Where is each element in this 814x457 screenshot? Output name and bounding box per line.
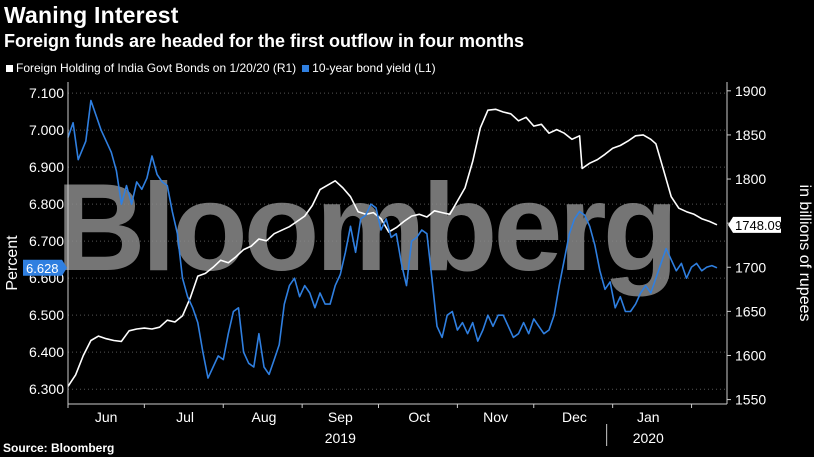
month-label: Jan [637, 409, 660, 425]
bloomberg-watermark: Bloomberg [56, 159, 674, 297]
right-tick-label: 1650 [735, 303, 766, 319]
month-label: Jul [176, 409, 194, 425]
holdings-callout-value: 1748.09 [735, 218, 782, 233]
last-value-callouts: 1748.09 6.628 [23, 216, 782, 276]
right-tick-label: 1600 [735, 347, 766, 363]
yield-line [67, 99, 718, 379]
month-label: Aug [252, 409, 277, 425]
month-label: Jun [95, 409, 118, 425]
left-tick-label: 6.300 [29, 381, 64, 397]
right-tick-label: 1700 [735, 259, 766, 275]
left-tick-label: 7.100 [29, 85, 64, 101]
right-axis-title: in billions of rupees [796, 185, 813, 322]
source-note: Source: Bloomberg [3, 441, 115, 455]
month-label: Sep [328, 409, 353, 425]
right-tick-label: 1800 [735, 171, 766, 187]
legend-item-holdings: Foreign Holding of India Govt Bonds on 1… [6, 61, 296, 75]
right-tick-label: 1900 [735, 83, 766, 99]
legend-swatch-holdings [6, 64, 13, 72]
left-tick-label: 6.500 [29, 307, 64, 323]
legend-label-holdings: Foreign Holding of India Govt Bonds on 1… [16, 61, 297, 75]
holdings-line [67, 108, 718, 387]
legend-swatch-yield [302, 64, 310, 72]
chart-title: Waning Interest [4, 2, 179, 28]
legend-item-yield: 10-year bond yield (L1) [302, 61, 436, 75]
month-label: Nov [483, 409, 508, 425]
right-tick-label: 1550 [735, 392, 766, 408]
month-label: Dec [562, 409, 587, 425]
holdings-last-value-callout: 1748.09 [728, 216, 782, 233]
series-lines [67, 99, 718, 387]
chart-subtitle: Foreign funds are headed for the first o… [4, 31, 524, 51]
left-tick-label: 6.400 [29, 344, 64, 360]
year-label: 2020 [633, 430, 664, 446]
left-axis-title: Percent [4, 235, 21, 291]
left-tick-label: 6.900 [29, 159, 64, 175]
holdings-callout-box [728, 216, 781, 233]
left-tick-label: 6.800 [29, 196, 64, 212]
yield-last-value-callout: 6.628 [23, 259, 67, 276]
right-tick-label: 1850 [735, 127, 766, 143]
year-label: 2019 [325, 430, 356, 446]
yield-callout-value: 6.628 [26, 261, 59, 276]
yield-callout-box [23, 259, 67, 276]
axes: 7.1007.0006.9006.8006.7006.6006.5006.400… [4, 82, 813, 446]
month-label: Oct [408, 409, 430, 425]
left-tick-label: 7.000 [29, 122, 64, 138]
left-tick-label: 6.700 [29, 233, 64, 249]
legend-label-yield: 10-year bond yield (L1) [312, 61, 436, 75]
legend: Foreign Holding of India Govt Bonds on 1… [6, 61, 442, 75]
